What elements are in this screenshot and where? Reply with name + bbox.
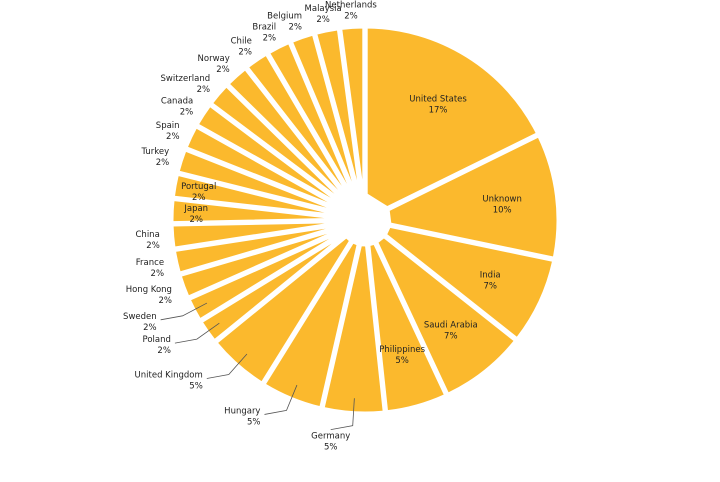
slice-hong-kong	[180, 231, 331, 297]
value-label-united-kingdom: 5%	[189, 382, 203, 392]
label-chile: Chile	[231, 37, 252, 47]
slice-belgium	[292, 34, 354, 186]
label-hungary: Hungary	[224, 406, 260, 416]
slice-unknown	[388, 136, 558, 258]
label-hong-kong: Hong Kong	[126, 285, 172, 295]
label-saudi-arabia: Saudi Arabia	[424, 320, 478, 330]
value-label-brazil: 2%	[263, 33, 277, 43]
value-label-belgium: 2%	[289, 23, 303, 33]
value-label-philippines: 5%	[395, 356, 409, 366]
label-philippines: Philippines	[379, 345, 425, 355]
slice-india	[386, 226, 554, 339]
label-turkey: Turkey	[141, 147, 170, 157]
label-unknown: Unknown	[482, 195, 521, 205]
label-brazil: Brazil	[252, 22, 276, 32]
value-label-chile: 2%	[238, 48, 252, 58]
slice-switzerland	[211, 86, 338, 197]
label-france: France	[136, 258, 164, 268]
leader-germany	[330, 398, 355, 431]
label-spain: Spain	[156, 121, 180, 131]
slice-france	[174, 227, 330, 273]
value-label-unknown: 10%	[493, 206, 512, 216]
slice-poland	[201, 240, 336, 341]
slice-united-states	[366, 27, 537, 208]
label-poland: Poland	[143, 335, 171, 345]
value-label-portugal: 2%	[192, 193, 206, 203]
label-belgium: Belgium	[267, 12, 302, 22]
value-label-sweden: 2%	[143, 323, 157, 333]
label-switzerland: Switzerland	[161, 74, 211, 84]
slice-malaysia	[316, 29, 359, 185]
slice-sweden	[189, 236, 333, 320]
value-label-japan: 2%	[189, 215, 203, 225]
slice-philippines	[369, 243, 446, 412]
value-label-turkey: 2%	[156, 158, 170, 168]
value-label-canada: 2%	[180, 107, 194, 117]
value-label-united-states: 17%	[429, 106, 448, 116]
slice-brazil	[269, 43, 350, 188]
label-netherlands: Netherlands	[325, 0, 377, 10]
slice-canada	[197, 105, 335, 201]
value-label-poland: 2%	[157, 346, 171, 356]
value-label-india: 7%	[483, 282, 497, 292]
pie-slices	[172, 27, 558, 413]
leader-sweden	[160, 302, 208, 321]
value-label-spain: 2%	[166, 132, 180, 142]
slice-china	[172, 222, 329, 248]
value-label-saudi-arabia: 7%	[444, 331, 458, 341]
slice-chile	[247, 54, 345, 191]
slice-united-kingdom	[216, 237, 351, 383]
leader-united-kingdom	[206, 353, 248, 379]
leader-hungary	[264, 384, 298, 415]
value-label-hungary: 5%	[247, 417, 261, 427]
label-united-kingdom: United Kingdom	[135, 371, 203, 381]
label-china: China	[136, 230, 160, 240]
label-sweden: Sweden	[123, 312, 157, 322]
value-label-china: 2%	[146, 241, 160, 251]
label-portugal: Portugal	[181, 182, 216, 192]
leader-poland	[174, 322, 220, 344]
slice-japan	[172, 200, 329, 223]
label-canada: Canada	[161, 96, 193, 106]
value-label-france: 2%	[151, 269, 165, 279]
value-label-malaysia: 2%	[316, 15, 330, 25]
slice-germany	[323, 245, 384, 413]
label-india: India	[480, 271, 501, 281]
slice-turkey	[178, 150, 331, 210]
slice-hungary	[264, 242, 358, 408]
value-label-hong-kong: 2%	[158, 296, 172, 306]
slice-portugal	[173, 174, 330, 215]
label-malaysia: Malaysia	[305, 4, 342, 14]
slice-spain	[186, 127, 333, 205]
label-united-states: United States	[409, 95, 467, 105]
label-germany: Germany	[311, 432, 350, 442]
value-label-germany: 5%	[324, 443, 338, 453]
value-label-switzerland: 2%	[197, 85, 211, 95]
slice-saudi-arabia	[377, 237, 515, 394]
value-label-netherlands: 2%	[344, 11, 358, 21]
value-label-norway: 2%	[216, 65, 230, 75]
label-japan: Japan	[183, 204, 208, 214]
slice-norway	[228, 69, 342, 194]
label-norway: Norway	[198, 54, 230, 64]
slice-netherlands	[341, 27, 364, 184]
leader-lines	[160, 302, 355, 431]
